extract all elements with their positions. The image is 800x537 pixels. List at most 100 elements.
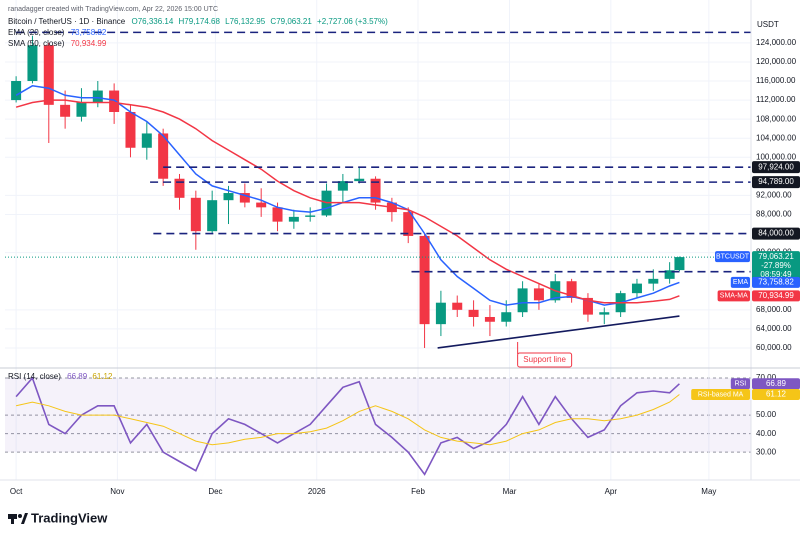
background-layer xyxy=(5,0,751,480)
ema-legend: EMA (20, close) 73,758.82 xyxy=(8,28,107,37)
candle-body xyxy=(599,312,610,315)
y-tick-label: 124,000.00 xyxy=(756,38,797,47)
symbol-tag-label: BTCUSDT xyxy=(716,253,750,260)
y-tick-label: 30.00 xyxy=(756,447,777,456)
labels-layer: ranadagger created with TradingView.com,… xyxy=(0,0,800,525)
candle-body xyxy=(27,45,38,82)
candle-body xyxy=(533,288,544,301)
candle-body xyxy=(190,197,201,232)
candle-body xyxy=(305,215,316,217)
symbol-line: Bitcoin / TetherUS · 1D · Binance O76,33… xyxy=(8,17,388,26)
logo-slash xyxy=(21,513,28,524)
logo-stem xyxy=(11,514,14,524)
y-tick-label: 116,000.00 xyxy=(756,76,796,85)
series-value-tag xyxy=(752,388,800,400)
y-tick-label: 112,000.00 xyxy=(756,95,796,104)
indicator-line xyxy=(15,99,680,304)
level-tag xyxy=(752,161,800,174)
ohlc-close: C79,063.21 xyxy=(270,17,312,26)
indicator-line xyxy=(15,85,680,306)
candle-body xyxy=(92,90,103,103)
y-tick-label: 60,000.00 xyxy=(756,343,792,352)
series-value-tag xyxy=(752,378,800,390)
series-value: 66.89 xyxy=(766,379,787,388)
series-name: RSI-based MA xyxy=(698,391,744,398)
candle-body xyxy=(76,102,87,117)
series-value-tag xyxy=(752,276,800,288)
candle-body xyxy=(435,302,446,325)
candle-body xyxy=(484,316,495,322)
candle-body xyxy=(60,104,71,117)
candle-body xyxy=(452,302,463,310)
candle-body xyxy=(288,216,299,222)
candle-body xyxy=(517,288,528,313)
y-tick-label: 120,000.00 xyxy=(756,57,797,66)
level-tag xyxy=(752,176,800,189)
price-tag-change: -27.89% xyxy=(761,261,791,270)
candle-body xyxy=(109,90,120,112)
candle-body xyxy=(11,81,22,101)
price-tag-label: 79,063.21 xyxy=(758,252,794,261)
y-tick-label: 68,000.00 xyxy=(756,305,792,314)
candle-body xyxy=(648,278,659,284)
annotation-box xyxy=(517,352,573,368)
series-name-tag xyxy=(691,388,750,400)
x-tick-label: Mar xyxy=(503,487,517,496)
series-name-tag xyxy=(730,276,750,288)
ohlc-high: H79,174.68 xyxy=(179,17,221,26)
series-value: 73,758.82 xyxy=(758,277,794,286)
series-value: 70,934.99 xyxy=(758,291,794,300)
candle-body xyxy=(468,309,479,317)
x-tick-label: May xyxy=(701,487,716,496)
ohlc-open: O76,336.14 xyxy=(131,17,173,26)
sma-title: SMA (50, close) xyxy=(8,39,65,48)
candle-body xyxy=(207,200,218,232)
candle-body xyxy=(674,257,685,271)
y-tick-label: 50.00 xyxy=(756,410,777,419)
candle-body xyxy=(337,181,348,191)
series-name: RSI xyxy=(735,381,747,388)
sma-legend: SMA (50, close) 70,934.99 xyxy=(8,39,107,48)
series-value-tag xyxy=(752,290,800,302)
series-name: EMA xyxy=(733,279,749,286)
annotation-text: Support line xyxy=(523,355,566,364)
candle-body xyxy=(256,202,267,208)
series-name-tag xyxy=(730,378,750,390)
level-label: 97,924.00 xyxy=(758,162,794,171)
y-tick-label: 100,000.00 xyxy=(756,152,797,161)
y-tick-label: 108,000.00 xyxy=(756,114,797,123)
price-tag xyxy=(752,251,800,282)
ema-title: EMA (20, close) xyxy=(8,28,65,37)
candle-body xyxy=(43,45,54,105)
credit: ranadagger created with TradingView.com,… xyxy=(8,6,218,13)
series-value: 61.12 xyxy=(766,390,787,399)
indicator-line xyxy=(15,394,680,446)
price-tag-countdown: 08:59:49 xyxy=(760,270,792,279)
support-line xyxy=(437,315,680,349)
sma-value: 70,934.99 xyxy=(71,39,107,48)
series-name-tag xyxy=(717,290,750,302)
y-tick-label: 104,000.00 xyxy=(756,133,797,142)
candle-body xyxy=(566,281,577,298)
candle-body xyxy=(631,283,642,294)
candle-body xyxy=(158,133,169,179)
y-tick-label: 40.00 xyxy=(756,429,777,438)
rsi-ma-value: 61.12 xyxy=(92,372,113,381)
y-tick-label: 92,000.00 xyxy=(756,191,792,200)
level-tag xyxy=(752,227,800,240)
y-tick-label: 64,000.00 xyxy=(756,324,792,333)
rsi-legend: RSI (14, close) 66.89 61.12 xyxy=(8,372,113,381)
tradingview-logo: TradingView xyxy=(8,510,108,525)
x-tick-label: Dec xyxy=(208,487,222,496)
indicator-line xyxy=(15,376,680,476)
candle-body xyxy=(272,207,283,222)
ohlc-change: +2,727.06 (+3.57%) xyxy=(317,17,388,26)
candle-body xyxy=(664,270,675,279)
x-tick-label: Feb xyxy=(411,487,425,496)
level-label: 84,000.00 xyxy=(758,229,794,238)
candle-body xyxy=(354,178,365,182)
candle-body xyxy=(223,193,234,201)
logo-dot xyxy=(18,514,22,518)
rsi-value: 66.89 xyxy=(67,372,88,381)
